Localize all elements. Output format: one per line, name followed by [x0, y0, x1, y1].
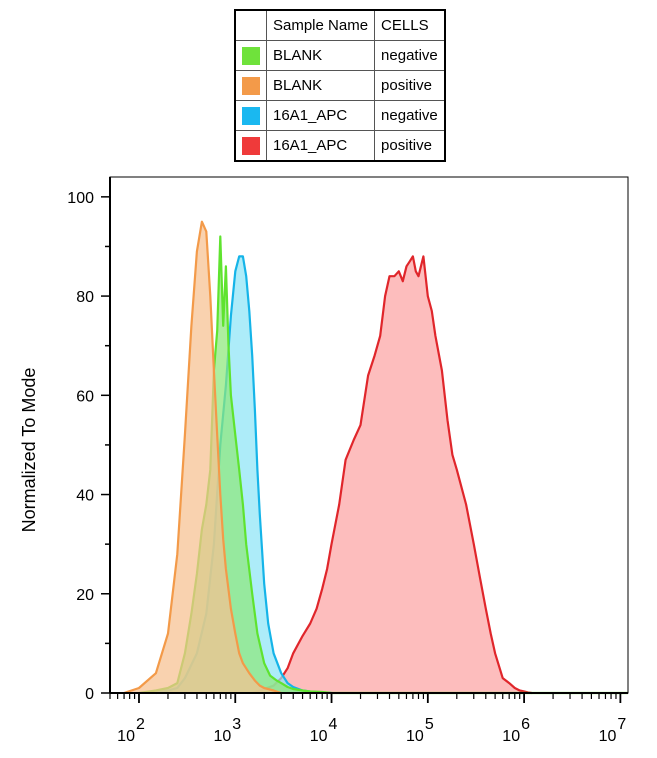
legend-swatch — [242, 46, 260, 65]
x-tick-exponent: 7 — [617, 716, 626, 733]
x-tick-exponent: 2 — [136, 716, 145, 733]
x-tick-label: 105 — [406, 716, 434, 745]
x-tick-base: 10 — [117, 728, 135, 745]
x-tick-base: 10 — [599, 728, 617, 745]
legend-swatch — [242, 106, 260, 125]
legend-cells: positive — [374, 70, 446, 101]
y-tick-label: 80 — [76, 289, 94, 306]
x-tick-base: 10 — [502, 728, 520, 745]
legend-cells: negative — [374, 100, 446, 131]
y-axis-title: Normalized To Mode — [19, 368, 39, 533]
y-tick-label: 100 — [67, 190, 94, 207]
y-tick-label: 60 — [76, 388, 94, 405]
legend-table: Sample Name CELLS BLANK negative BLANK p… — [234, 9, 446, 162]
series-layer — [123, 220, 628, 695]
legend-sample: 16A1_APC — [265, 100, 376, 131]
legend-row: BLANK positive — [234, 70, 446, 101]
y-tick-label: 0 — [85, 686, 94, 703]
legend-sample: BLANK — [265, 40, 376, 71]
x-tick-exponent: 5 — [425, 716, 434, 733]
legend-sample: 16A1_APC — [265, 130, 376, 162]
x-tick-label: 102 — [117, 716, 145, 745]
legend-row: 16A1_APC negative — [234, 100, 446, 131]
x-tick-exponent: 6 — [521, 716, 530, 733]
series-fill-16a1-apc-positive — [252, 256, 532, 693]
x-tick-label: 107 — [599, 716, 627, 745]
legend-header-cells: CELLS — [374, 9, 446, 41]
x-tick-base: 10 — [406, 728, 424, 745]
series-line-blank-positive — [123, 220, 282, 695]
y-tick-label: 20 — [76, 587, 94, 604]
legend-cells: positive — [374, 130, 446, 162]
series-fill-blank-positive — [124, 221, 282, 693]
x-tick-exponent: 4 — [329, 716, 338, 733]
legend-sample: BLANK — [265, 70, 376, 101]
y-tick-label: 40 — [76, 488, 94, 505]
x-tick-base: 10 — [310, 728, 328, 745]
series-fill-16a1-apc-negative — [155, 256, 332, 693]
legend-swatch — [242, 76, 260, 95]
x-tick-base: 10 — [213, 728, 231, 745]
legend-swatch — [242, 136, 260, 155]
x-tick-label: 104 — [310, 716, 338, 745]
x-tick-label: 106 — [502, 716, 530, 745]
x-tick-exponent: 3 — [232, 716, 241, 733]
legend-row: 16A1_APC positive — [234, 130, 446, 162]
x-tick-label: 103 — [213, 716, 241, 745]
series-line-16a1-apc-positive — [251, 255, 532, 695]
legend-header-sample-name: Sample Name — [265, 9, 376, 41]
legend-row: BLANK negative — [234, 40, 446, 71]
